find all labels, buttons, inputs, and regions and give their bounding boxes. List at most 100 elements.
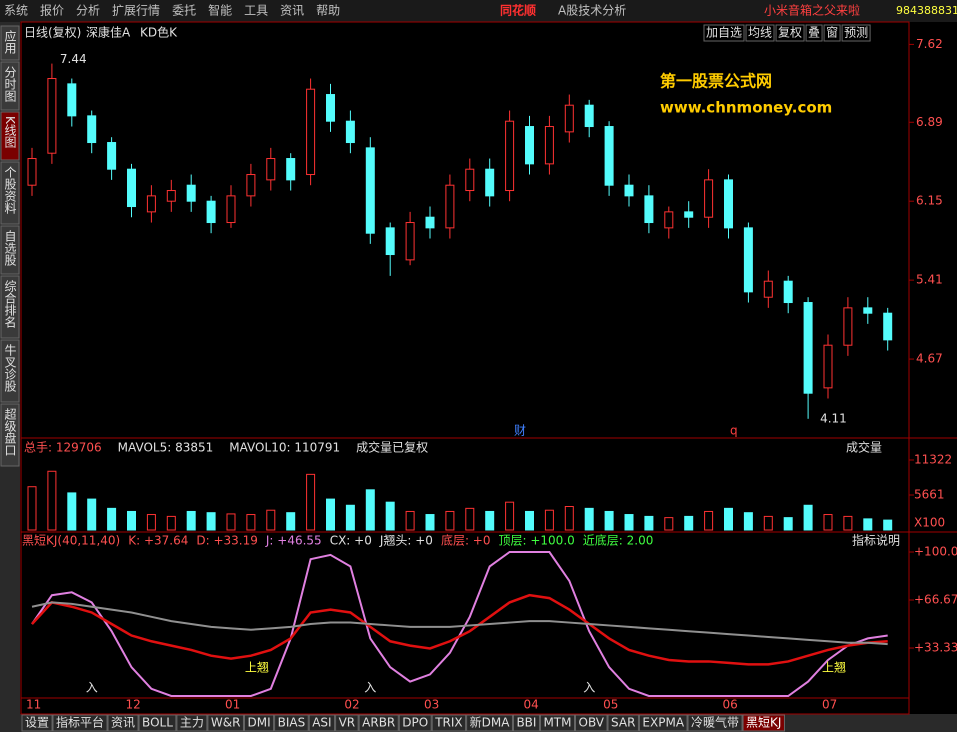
candle-body — [465, 168, 475, 192]
side-tab — [0, 339, 20, 403]
volume-bar — [564, 506, 574, 531]
bottom-tab[interactable]: BOLL — [142, 716, 173, 730]
volume-label: MAVOL5: 83851 — [118, 441, 214, 455]
toolbar-button[interactable]: 窗 — [826, 26, 838, 40]
bottom-tab[interactable]: MTM — [543, 716, 571, 730]
bottom-tab[interactable]: 主力 — [180, 716, 204, 730]
indicator-label: J翘头: +0 — [379, 534, 433, 548]
bottom-tab[interactable]: ARBR — [362, 716, 395, 730]
bottom-tab[interactable]: DPO — [402, 716, 428, 730]
bottom-tab[interactable]: 指标平台 — [56, 715, 104, 730]
side-tab-label[interactable]: 超级盘口 — [3, 407, 17, 456]
volume-selector[interactable]: 成交量 — [846, 440, 882, 455]
tab-frame — [335, 714, 359, 732]
account: 984388831 — [896, 4, 957, 17]
bottom-tab[interactable]: SAR — [611, 716, 635, 730]
volume-bar — [246, 514, 256, 531]
bottom-tab[interactable]: OBV — [579, 716, 605, 730]
y-tick-label: +100.0 — [914, 545, 957, 559]
volume-bar — [843, 515, 853, 531]
candle-body — [684, 211, 694, 218]
volume-bar — [67, 492, 77, 531]
bottom-tab[interactable]: 资讯 — [111, 716, 135, 730]
toolbar-button[interactable]: 均线 — [748, 26, 772, 40]
volume-bar — [783, 517, 793, 531]
side-tab — [0, 275, 20, 339]
candle-body — [644, 195, 654, 224]
menu-item[interactable]: 帮助 — [316, 4, 340, 18]
indicator-help[interactable]: 指标说明 — [852, 533, 900, 548]
bottom-tab[interactable]: 设置 — [25, 716, 49, 730]
candle-body — [206, 200, 216, 224]
bottom-tab[interactable]: ASI — [312, 716, 331, 730]
x-tick-label: 03 — [424, 698, 439, 712]
volume-bar — [47, 470, 57, 531]
bottom-tab[interactable]: DMI — [247, 716, 270, 730]
bottom-tab[interactable]: 黑短KJ — [746, 716, 781, 730]
menu-item[interactable]: 委托 — [172, 4, 196, 18]
y-tick-label: 6.15 — [916, 194, 943, 208]
candle-body — [425, 216, 435, 229]
candle-body — [883, 312, 893, 341]
volume-bar — [644, 515, 654, 531]
side-tab-label[interactable]: 牛叉诊股 — [3, 343, 17, 393]
volume-bar — [345, 504, 355, 531]
side-tab — [0, 111, 20, 161]
volume-bar — [883, 519, 893, 531]
candle-body — [326, 94, 335, 122]
toolbar-button[interactable]: 加自选 — [706, 26, 742, 40]
y-tick-label: 11322 — [914, 453, 952, 467]
x-tick-label: 07 — [822, 698, 837, 712]
volume-bar — [743, 512, 753, 531]
frame — [20, 21, 957, 715]
bottom-tab[interactable]: BBI — [516, 716, 536, 730]
bottom-tab[interactable]: TRIX — [434, 716, 462, 730]
toolbar-button[interactable]: 叠 — [808, 26, 820, 40]
side-tab-label[interactable]: 综合排名 — [3, 280, 17, 328]
stock: 深康佳A — [86, 25, 131, 40]
side-tab-label[interactable]: 个股资料 — [3, 166, 17, 214]
menu-item[interactable]: 智能 — [208, 3, 232, 18]
indicator-line — [31, 551, 888, 697]
candle-body — [544, 126, 554, 165]
indicator-label: CX: +0 — [330, 534, 372, 548]
signal: 上翘 — [822, 661, 846, 675]
menu-item[interactable]: 扩展行情 — [112, 4, 160, 18]
button-frame — [841, 24, 871, 42]
bottom-tab[interactable]: 冷暖气带 — [691, 715, 739, 730]
side-tab-label[interactable]: 应用 — [3, 29, 17, 55]
button-frame — [745, 24, 775, 42]
menu-item[interactable]: 分析 — [76, 4, 100, 18]
candle-body — [266, 158, 276, 181]
volume-bar — [684, 515, 694, 531]
menu-item[interactable]: 报价 — [40, 3, 64, 18]
menu-item[interactable]: 工具 — [244, 4, 268, 18]
volume-bar — [27, 486, 37, 531]
candle-body — [783, 280, 793, 304]
price-annotation: 7.44 — [60, 52, 87, 66]
candle-body — [27, 158, 37, 186]
volume-label: MAVOL10: 110791 — [229, 441, 340, 455]
button-frame — [703, 24, 745, 42]
bottom-tab[interactable]: EXPMA — [642, 716, 684, 730]
menu-item[interactable]: 资讯 — [280, 4, 304, 18]
tab-frame — [512, 714, 540, 732]
button-frame — [823, 24, 841, 42]
side-tab-label[interactable]: 自选股 — [3, 230, 17, 267]
candle-body — [823, 344, 833, 389]
side-tab-label[interactable]: 分时图 — [3, 66, 17, 102]
bottom-tab[interactable]: VR — [339, 716, 356, 730]
bottom-tab[interactable]: W&R — [211, 716, 241, 730]
volume-bar — [206, 512, 216, 531]
menu-item[interactable]: 系统 — [4, 4, 28, 18]
side-tab-label[interactable]: K线图 — [3, 116, 17, 148]
volume-bar — [724, 507, 733, 531]
bottom-tab[interactable]: BIAS — [278, 716, 306, 730]
x-tick-label: 11 — [26, 698, 41, 712]
y-tick-label: +66.67 — [914, 592, 957, 606]
menu-bar — [0, 0, 957, 22]
bottom-tab[interactable]: 新DMA — [470, 715, 511, 730]
volume-bar — [544, 509, 554, 531]
toolbar-button[interactable]: 预测 — [844, 26, 868, 40]
toolbar-button[interactable]: 复权 — [778, 26, 802, 40]
